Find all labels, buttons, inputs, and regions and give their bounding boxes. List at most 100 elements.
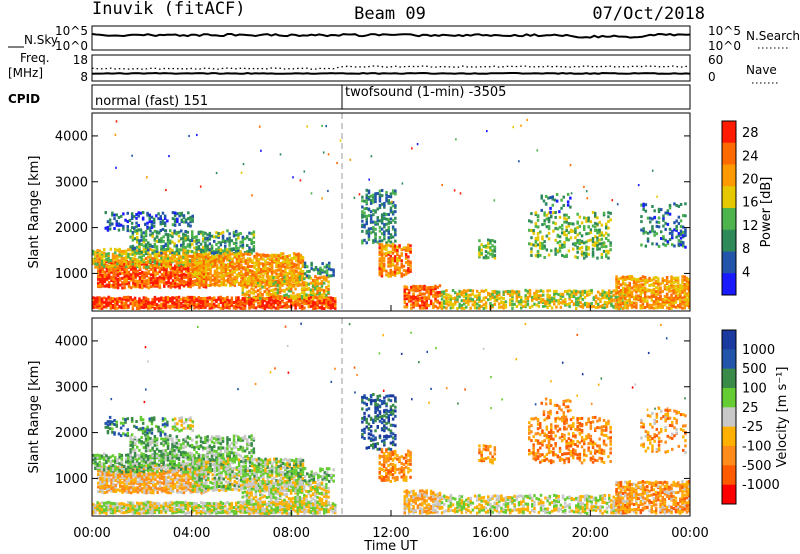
heatmap-cell bbox=[197, 304, 201, 308]
heatmap-cell bbox=[127, 255, 130, 259]
heatmap-cell bbox=[246, 301, 249, 305]
heatmap-cell bbox=[131, 307, 135, 311]
heatmap-cell bbox=[646, 304, 649, 308]
heatmap-cell bbox=[394, 228, 397, 232]
heatmap-cell bbox=[551, 203, 554, 207]
heatmap-cell bbox=[605, 231, 608, 235]
heatmap-cell bbox=[587, 246, 590, 250]
heatmap-cell bbox=[113, 213, 116, 217]
heatmap-cell bbox=[539, 246, 542, 250]
heatmap-cell bbox=[385, 248, 388, 251]
heatmap-cell bbox=[252, 303, 256, 307]
heatmap-cell bbox=[664, 227, 667, 231]
heatmap-cell bbox=[367, 207, 371, 211]
heatmap-cell bbox=[287, 289, 291, 293]
heatmap-cell bbox=[145, 260, 148, 264]
heatmap-cell bbox=[572, 247, 575, 251]
heatmap-cell bbox=[177, 254, 181, 258]
heatmap-cell bbox=[586, 305, 589, 309]
heatmap-cell bbox=[101, 267, 104, 271]
heatmap-cell bbox=[553, 198, 557, 202]
heatmap-cell bbox=[434, 294, 437, 298]
heatmap-cell bbox=[169, 304, 172, 308]
heatmap-cell bbox=[122, 256, 126, 260]
heatmap-cell bbox=[199, 505, 203, 509]
heatmap-cell bbox=[103, 501, 106, 505]
heatmap-cell bbox=[213, 235, 216, 239]
heatmap-cell bbox=[132, 264, 135, 268]
heatmap-cell bbox=[378, 273, 381, 277]
heatmap-cell bbox=[589, 231, 593, 234]
heatmap-cell bbox=[94, 299, 97, 302]
heatmap-cell bbox=[327, 306, 330, 309]
heatmap-cell bbox=[654, 306, 658, 310]
heatmap-cell bbox=[403, 305, 406, 309]
heatmap-cell bbox=[173, 304, 176, 308]
heatmap-cell bbox=[643, 275, 647, 279]
heatmap-cell bbox=[148, 215, 151, 219]
heatmap-cell bbox=[482, 296, 486, 300]
heatmap-cell bbox=[438, 284, 442, 288]
heatmap-cell bbox=[127, 262, 131, 266]
heatmap-cell bbox=[272, 303, 275, 307]
heatmap-cell bbox=[189, 268, 192, 271]
heatmap-cell bbox=[572, 291, 576, 295]
nsky-tick-bottom: 10^0 bbox=[55, 39, 88, 53]
heatmap-cell bbox=[303, 302, 306, 306]
heatmap-cell bbox=[267, 292, 271, 296]
heatmap-cell bbox=[491, 290, 494, 294]
heatmap-cell bbox=[136, 240, 139, 244]
heatmap-cell bbox=[547, 237, 551, 241]
heatmap-cell bbox=[130, 267, 133, 271]
heatmap-cell bbox=[142, 244, 146, 248]
heatmap-cell bbox=[685, 287, 689, 291]
heatmap-cell bbox=[99, 275, 102, 279]
heatmap-cell bbox=[639, 288, 642, 292]
heatmap-cell bbox=[147, 276, 151, 280]
heatmap-cell bbox=[109, 304, 113, 308]
heatmap-cell bbox=[270, 253, 274, 257]
heatmap-cell bbox=[167, 272, 170, 276]
heatmap-cell bbox=[122, 304, 126, 307]
heatmap-cell bbox=[671, 229, 674, 233]
heatmap-cell bbox=[288, 270, 291, 273]
heatmap-cell bbox=[385, 228, 388, 232]
heatmap-cell bbox=[594, 301, 598, 305]
heatmap-cell bbox=[99, 283, 102, 287]
heatmap-cell bbox=[178, 223, 181, 226]
heatmap-cell bbox=[290, 299, 293, 303]
heatmap-cell bbox=[491, 254, 494, 258]
heatmap-cell bbox=[151, 251, 154, 255]
heatmap-cell bbox=[391, 210, 395, 214]
heatmap-cell bbox=[286, 259, 289, 263]
heatmap-cell bbox=[303, 290, 306, 294]
heatmap-cell bbox=[232, 242, 236, 245]
heatmap-cell bbox=[387, 222, 390, 226]
heatmap-cell bbox=[328, 264, 331, 268]
heatmap-cell bbox=[142, 238, 146, 242]
heatmap-cell bbox=[635, 294, 638, 298]
heatmap-cell bbox=[608, 292, 611, 295]
heatmap-cell bbox=[182, 502, 185, 506]
heatmap-cell bbox=[235, 261, 239, 265]
heatmap-cell bbox=[380, 232, 384, 236]
freq-label-1: Freq. bbox=[20, 51, 50, 65]
heatmap-cell bbox=[290, 269, 294, 273]
heatmap-cell bbox=[639, 292, 642, 296]
heatmap-cell bbox=[621, 290, 625, 294]
heatmap-cell bbox=[198, 281, 201, 285]
heatmap-cell bbox=[637, 277, 640, 281]
heatmap-cell bbox=[199, 511, 203, 515]
heatmap-cell bbox=[287, 305, 291, 309]
heatmap-cell bbox=[252, 244, 256, 248]
heatmap-cell bbox=[163, 273, 166, 277]
heatmap-cell bbox=[325, 276, 328, 280]
heatmap-cell bbox=[564, 303, 567, 307]
heatmap-cell bbox=[562, 195, 565, 199]
heatmap-cell bbox=[116, 306, 119, 310]
heatmap-cell bbox=[668, 303, 671, 307]
heatmap-cell bbox=[684, 228, 687, 232]
heatmap-cell bbox=[685, 282, 689, 286]
heatmap-cell bbox=[175, 244, 179, 248]
heatmap-cell bbox=[574, 236, 577, 240]
